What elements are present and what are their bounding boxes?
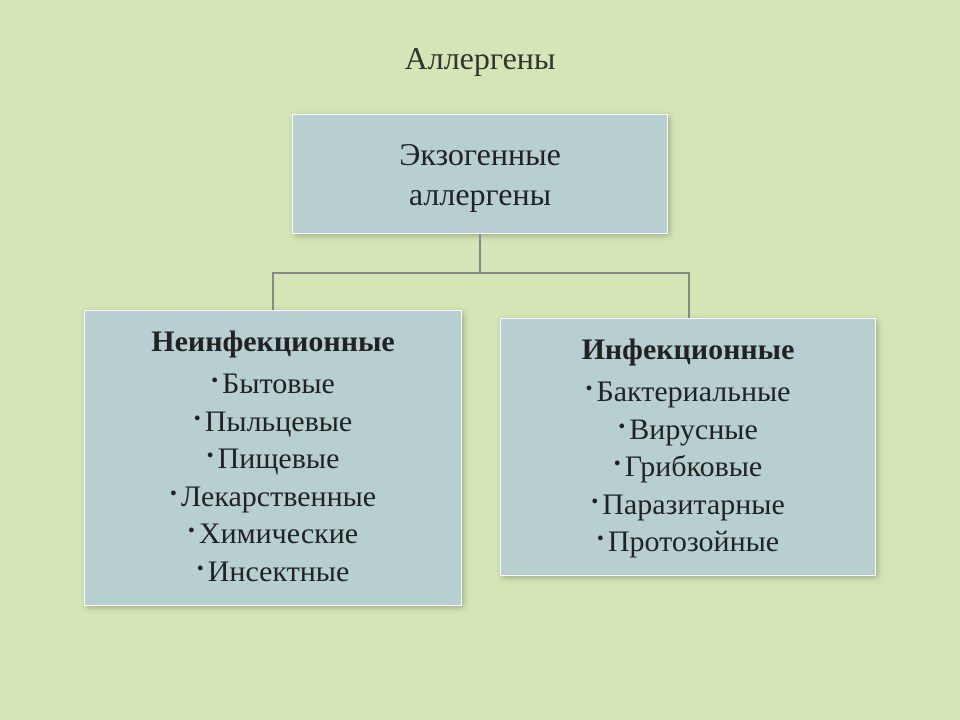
right-node: Инфекционные Бактериальные Вирусные Гриб… [500,318,876,576]
list-item: Протозойные [511,523,865,561]
list-item: Паразитарные [511,486,865,524]
root-node: Экзогенные аллергены [292,114,668,234]
left-heading: Неинфекционные [95,325,451,359]
list-item: Вирусные [511,411,865,449]
left-list: Бытовые Пыльцевые Пищевые Лекарственные … [95,365,451,590]
right-list: Бактериальные Вирусные Грибковые Паразит… [511,373,865,561]
connector-horizontal [272,272,690,274]
list-item: Пыльцевые [95,403,451,441]
left-node: Неинфекционные Бытовые Пыльцевые Пищевые… [84,310,462,606]
root-label: Экзогенные аллергены [399,134,561,214]
list-item: Химические [95,515,451,553]
connector-right-down [688,272,690,318]
connector-root-down [479,234,481,274]
list-item: Лекарственные [95,478,451,516]
page-title: Аллергены [405,40,556,77]
root-line1: Экзогенные [399,136,561,172]
list-item: Бактериальные [511,373,865,411]
root-line2: аллергены [409,176,551,212]
list-item: Бытовые [95,365,451,403]
list-item: Грибковые [511,448,865,486]
list-item: Пищевые [95,440,451,478]
connector-left-down [272,272,274,310]
right-heading: Инфекционные [511,333,865,367]
list-item: Инсектные [95,553,451,591]
